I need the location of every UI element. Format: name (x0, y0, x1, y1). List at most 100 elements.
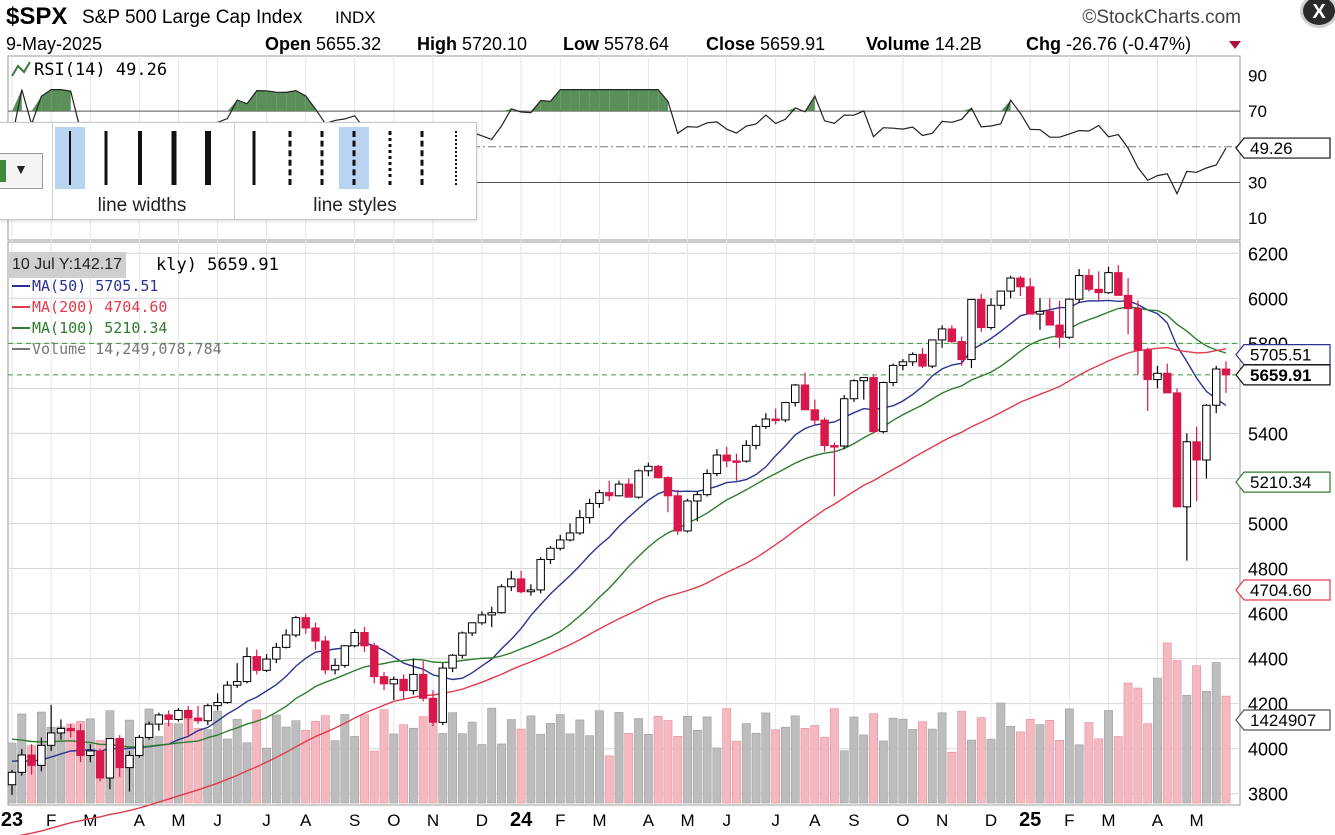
x-tick-label: M (1101, 811, 1115, 830)
color-picker[interactable]: ▼ (0, 153, 43, 189)
ma200-value-tag-box (1235, 579, 1331, 601)
candle-body (830, 445, 839, 448)
x-tick-label: D (985, 811, 997, 830)
volume-bar (1045, 719, 1055, 804)
x-tick-label: O (896, 811, 909, 830)
rsi-value-tag-box (1235, 137, 1331, 159)
date-label: 9-May-2025 (6, 34, 102, 54)
volume-bar (467, 721, 477, 804)
candle-body (947, 328, 957, 343)
volume-value-tag-box (1235, 709, 1331, 731)
volume-bar (683, 715, 692, 804)
down-triangle-icon (1229, 41, 1241, 49)
x-tick-label: D (476, 811, 488, 830)
volume-bar (546, 723, 555, 804)
candle-body (95, 750, 105, 779)
volume-bar (986, 738, 996, 804)
price-tick-label: 3800 (1248, 785, 1288, 805)
candle-body (967, 298, 976, 361)
candle-body (634, 470, 643, 498)
volume-bar (1221, 695, 1231, 804)
volume-bar (732, 740, 741, 804)
volume-bar (604, 755, 614, 804)
ma200-line (18, 346, 1227, 835)
volume-bar (497, 743, 506, 804)
candle-body (428, 697, 438, 723)
volume-bar (516, 728, 526, 804)
volume-bar (389, 733, 399, 804)
rsi-overbought-fill (295, 90, 306, 112)
line-style-option-solid[interactable] (239, 127, 269, 189)
last-close-tag-box (1235, 364, 1331, 386)
index-name: S&P 500 Large Cap Index (82, 7, 303, 28)
candle-body (497, 586, 506, 614)
line-width-option-3[interactable] (125, 127, 155, 189)
crosshair-readout: 10 Jul Y:142.17 (8, 252, 127, 278)
x-tick-label: A (809, 811, 821, 830)
volume-bar (810, 725, 820, 804)
candle-body (1045, 310, 1054, 326)
volume-bar (379, 709, 389, 804)
line-style-option-dot-dash[interactable] (339, 127, 369, 189)
line-style-option-dash-dot[interactable] (407, 127, 437, 189)
candle-body (1074, 275, 1084, 300)
volume-bar (1172, 660, 1182, 804)
rsi-overbought-fill (540, 100, 551, 112)
x-tick-label: J (722, 811, 731, 830)
rsi-overbought-fill (246, 90, 257, 112)
volume-bar (692, 729, 702, 804)
legend-ma100: MA(100) 5210.34 (32, 319, 167, 337)
line-width-option-4[interactable] (159, 127, 189, 189)
volume-bar (908, 729, 918, 804)
volume-bar (1084, 722, 1094, 804)
candle-body (575, 517, 585, 534)
volume-bar (203, 729, 213, 804)
candle-body (516, 578, 526, 593)
candle-body (487, 612, 496, 616)
close-button[interactable]: X (1300, 0, 1335, 28)
volume-bar (761, 712, 771, 804)
line-widths-label: line widths (97, 195, 187, 216)
candle-body (330, 664, 340, 671)
price-tick-label: 4000 (1248, 740, 1288, 760)
candle-body (125, 754, 134, 769)
line-style-option-dot[interactable] (375, 127, 405, 189)
volume-bar (262, 747, 271, 804)
volume-bar (555, 714, 565, 804)
legend-ma200: MA(200) 4704.60 (32, 298, 167, 316)
x-tick-label: 23 (1, 809, 23, 831)
line-style-option-dash[interactable] (307, 127, 337, 189)
candle-body (742, 444, 751, 462)
candle-body (1143, 349, 1152, 381)
ma50-value-tag: 5705.51 (1250, 346, 1311, 365)
volume-bar (565, 733, 575, 804)
candle-body (340, 645, 350, 666)
candle-body (46, 732, 56, 746)
candle-body (761, 418, 771, 427)
x-tick-label: N (427, 811, 439, 830)
candle-body (1035, 310, 1045, 315)
volume-bar (408, 727, 418, 804)
volume-bar (526, 715, 536, 804)
volume-bar (634, 718, 643, 804)
volume-bar (595, 710, 604, 804)
candle-body (154, 714, 164, 725)
line-width-option-5[interactable] (193, 127, 223, 189)
volume-bar (164, 723, 174, 804)
line-width-option-2[interactable] (91, 127, 121, 189)
volume-bar (291, 720, 301, 804)
rsi-overbought-fill (658, 89, 668, 112)
line-style-option-fine-dot[interactable] (441, 127, 471, 189)
volume-bar (1153, 677, 1162, 804)
volume-bar (751, 732, 761, 804)
line-width-option-1[interactable] (55, 127, 85, 189)
candle-body (1221, 368, 1231, 376)
line-style-option-long-dash[interactable] (275, 127, 305, 189)
candle-body (56, 727, 66, 734)
volume-bar (976, 717, 986, 804)
ma100-value-tag: 5210.34 (1250, 473, 1311, 492)
candle-body (673, 495, 682, 532)
candle-body (604, 492, 614, 497)
volume-bar (1133, 687, 1143, 804)
